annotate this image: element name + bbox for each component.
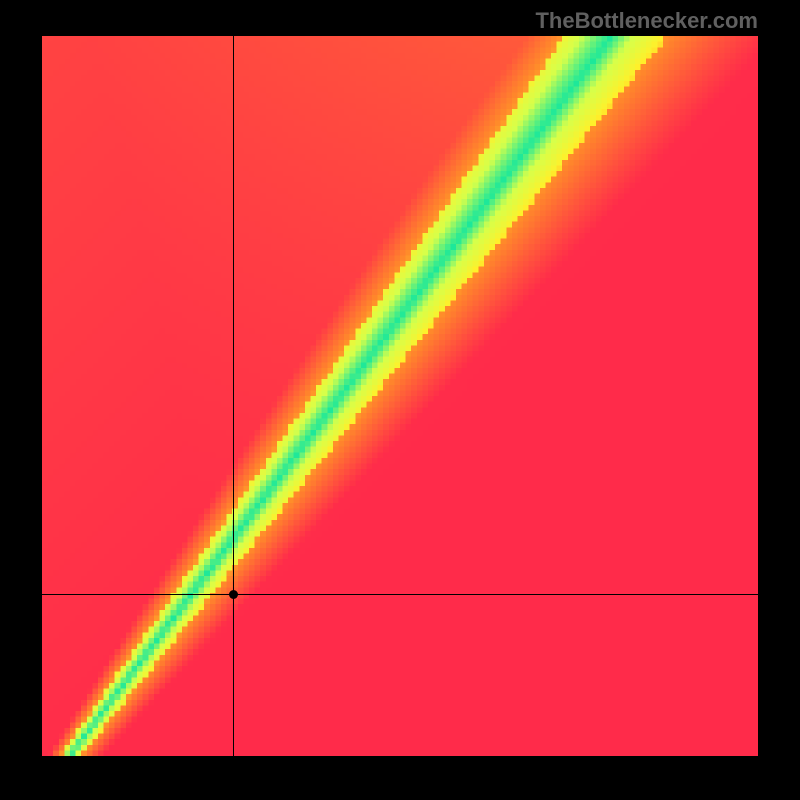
chart-container: TheBottlenecker.com (0, 0, 800, 800)
bottleneck-heatmap (42, 36, 758, 756)
watermark-text: TheBottlenecker.com (535, 8, 758, 34)
crosshair-horizontal (42, 594, 758, 595)
crosshair-vertical (233, 36, 234, 756)
